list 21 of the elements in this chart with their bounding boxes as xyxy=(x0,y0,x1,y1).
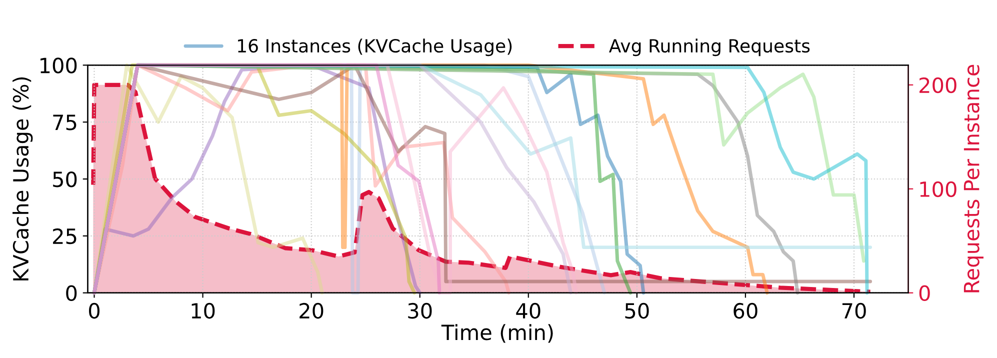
y-tick-label: 100 xyxy=(40,58,77,74)
y-tick-label: 75 xyxy=(53,114,76,130)
y2-tick-label: 200 xyxy=(920,77,956,94)
legend-label: Avg Running Requests xyxy=(608,38,810,56)
y2-tick-label: 100 xyxy=(920,181,956,198)
x-tick-label: 40 xyxy=(516,302,540,319)
x-tick-label: 0 xyxy=(88,302,100,319)
y-tick-label: 50 xyxy=(53,171,77,188)
legend-label: 16 Instances (KVCache Usage) xyxy=(238,38,512,56)
y-tick-label: 0 xyxy=(66,285,77,302)
x-tick-label: 10 xyxy=(192,302,215,319)
x-tick-label: 20 xyxy=(300,302,324,319)
y-axis-title: KVCache Usage (%) xyxy=(12,77,33,280)
y2-axis-title: Requests Per Instance xyxy=(964,64,984,292)
x-tick-label: 30 xyxy=(408,302,432,319)
x-tick-label: 60 xyxy=(734,302,758,319)
y-tick-label: 25 xyxy=(53,228,76,244)
x-tick-label: 50 xyxy=(625,302,649,319)
x-tick-label: 70 xyxy=(842,302,866,319)
x-axis-title: Time (min) xyxy=(441,324,553,343)
y2-tick-label: 0 xyxy=(919,285,930,302)
